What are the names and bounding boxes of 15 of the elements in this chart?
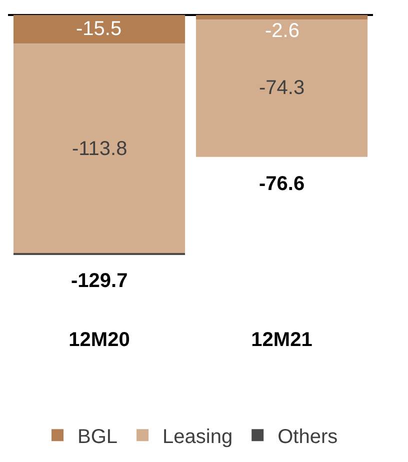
data-label: -15.5	[76, 18, 122, 40]
data-label: -74.3	[259, 77, 305, 99]
legend-label: Leasing	[162, 426, 233, 448]
legend-label: Others	[278, 426, 338, 448]
total-label: -76.6	[259, 173, 305, 195]
x-tick-label: 12M21	[251, 329, 312, 351]
bar	[196, 15, 368, 20]
bar	[13, 44, 186, 254]
bar	[196, 20, 368, 157]
total-label: -129.7	[71, 270, 128, 292]
data-label: -2.6	[265, 20, 300, 42]
x-tick-label: 12M20	[68, 329, 130, 351]
bar	[13, 15, 186, 44]
data-label: -113.8	[72, 138, 128, 160]
legend-label: BGL	[78, 426, 118, 448]
